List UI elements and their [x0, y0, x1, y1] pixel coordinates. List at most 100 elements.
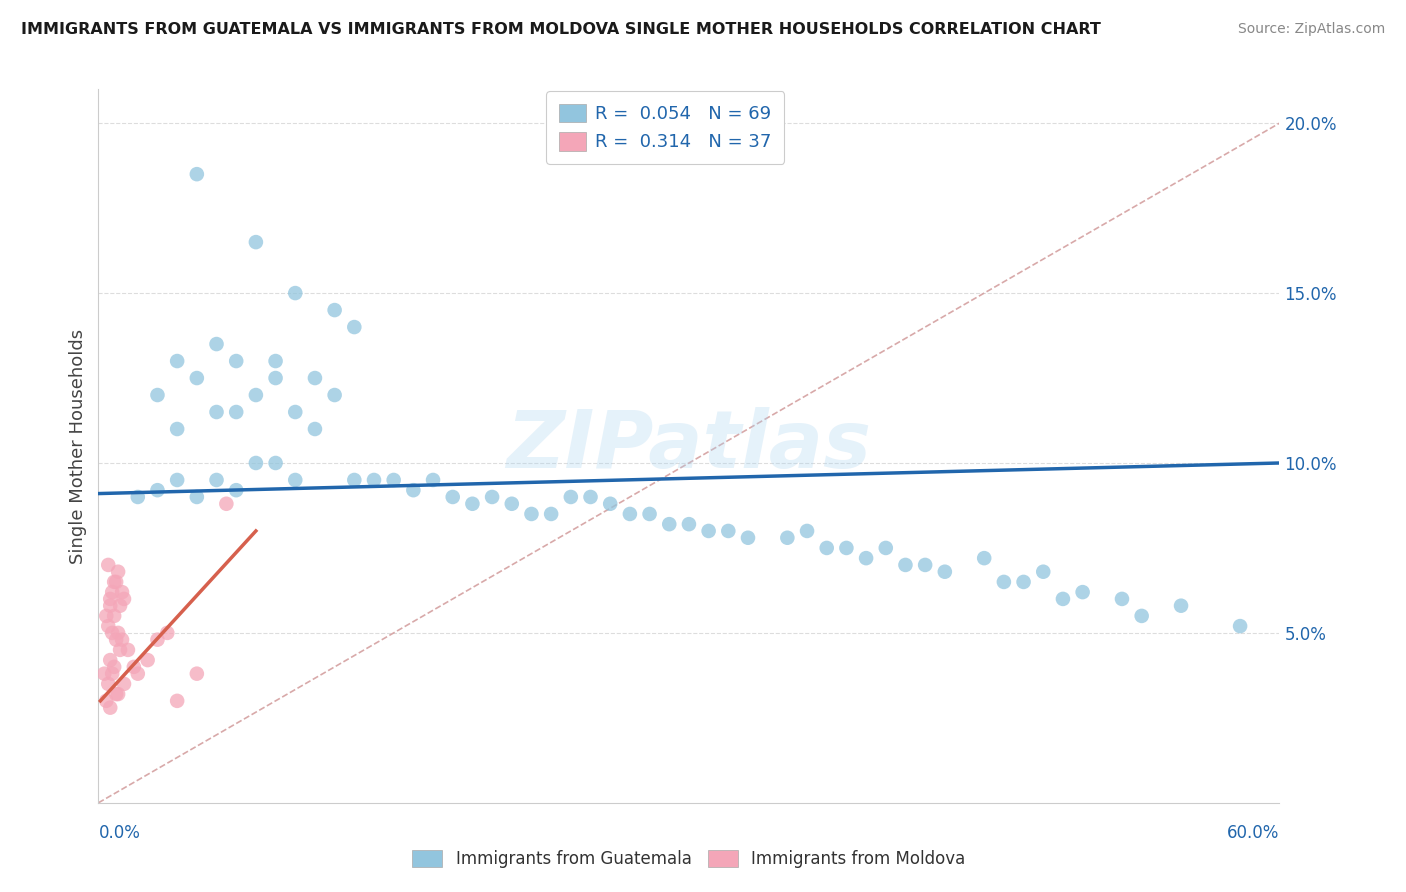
Point — [186, 490, 208, 504]
Point — [205, 473, 228, 487]
Point — [245, 235, 267, 249]
Point — [112, 677, 135, 691]
Point — [638, 507, 661, 521]
Point — [101, 626, 124, 640]
Point — [776, 531, 799, 545]
Point — [599, 497, 621, 511]
Point — [103, 608, 125, 623]
Point — [245, 456, 267, 470]
Point — [323, 388, 346, 402]
Point — [97, 677, 120, 691]
Point — [166, 354, 188, 368]
Point — [205, 337, 228, 351]
Point — [166, 694, 188, 708]
Point — [127, 666, 149, 681]
Point — [422, 473, 444, 487]
Point — [619, 507, 641, 521]
Point — [343, 320, 366, 334]
Legend: R =  0.054   N = 69, R =  0.314   N = 37: R = 0.054 N = 69, R = 0.314 N = 37 — [547, 91, 785, 164]
Point — [225, 405, 247, 419]
Point — [658, 517, 681, 532]
Point — [96, 694, 118, 708]
Point — [540, 507, 562, 521]
Point — [166, 473, 188, 487]
Text: 60.0%: 60.0% — [1227, 824, 1279, 842]
Y-axis label: Single Mother Households: Single Mother Households — [69, 328, 87, 564]
Point — [108, 643, 131, 657]
Point — [93, 666, 115, 681]
Point — [166, 422, 188, 436]
Point — [815, 541, 838, 555]
Point — [98, 599, 121, 613]
Point — [186, 167, 208, 181]
Point — [1111, 591, 1133, 606]
Point — [146, 483, 169, 498]
Point — [105, 632, 128, 647]
Point — [560, 490, 582, 504]
Point — [146, 632, 169, 647]
Point — [796, 524, 818, 538]
Point — [97, 558, 120, 572]
Point — [215, 497, 238, 511]
Point — [441, 490, 464, 504]
Point — [402, 483, 425, 498]
Point — [382, 473, 405, 487]
Point — [1130, 608, 1153, 623]
Point — [98, 700, 121, 714]
Point — [284, 473, 307, 487]
Point — [146, 388, 169, 402]
Legend: Immigrants from Guatemala, Immigrants from Moldova: Immigrants from Guatemala, Immigrants fr… — [405, 843, 973, 875]
Point — [363, 473, 385, 487]
Point — [343, 473, 366, 487]
Point — [501, 497, 523, 511]
Point — [284, 405, 307, 419]
Point — [481, 490, 503, 504]
Point — [737, 531, 759, 545]
Point — [323, 303, 346, 318]
Point — [1071, 585, 1094, 599]
Point — [101, 666, 124, 681]
Point — [1012, 574, 1035, 589]
Point — [1229, 619, 1251, 633]
Point — [136, 653, 159, 667]
Point — [245, 388, 267, 402]
Point — [117, 643, 139, 657]
Point — [98, 653, 121, 667]
Point — [264, 354, 287, 368]
Point — [835, 541, 858, 555]
Point — [186, 666, 208, 681]
Point — [225, 483, 247, 498]
Point — [993, 574, 1015, 589]
Point — [717, 524, 740, 538]
Point — [678, 517, 700, 532]
Point — [103, 574, 125, 589]
Point — [1170, 599, 1192, 613]
Point — [875, 541, 897, 555]
Point — [461, 497, 484, 511]
Point — [225, 354, 247, 368]
Point — [101, 585, 124, 599]
Point — [97, 619, 120, 633]
Point — [264, 371, 287, 385]
Point — [697, 524, 720, 538]
Point — [914, 558, 936, 572]
Point — [107, 565, 129, 579]
Text: Source: ZipAtlas.com: Source: ZipAtlas.com — [1237, 22, 1385, 37]
Point — [1032, 565, 1054, 579]
Point — [112, 591, 135, 606]
Point — [304, 422, 326, 436]
Point — [105, 574, 128, 589]
Point — [579, 490, 602, 504]
Point — [973, 551, 995, 566]
Point — [520, 507, 543, 521]
Text: ZIPatlas: ZIPatlas — [506, 407, 872, 485]
Point — [1052, 591, 1074, 606]
Point — [103, 660, 125, 674]
Point — [894, 558, 917, 572]
Point — [108, 599, 131, 613]
Point — [156, 626, 179, 640]
Point — [96, 608, 118, 623]
Point — [107, 687, 129, 701]
Point — [111, 585, 134, 599]
Point — [284, 286, 307, 301]
